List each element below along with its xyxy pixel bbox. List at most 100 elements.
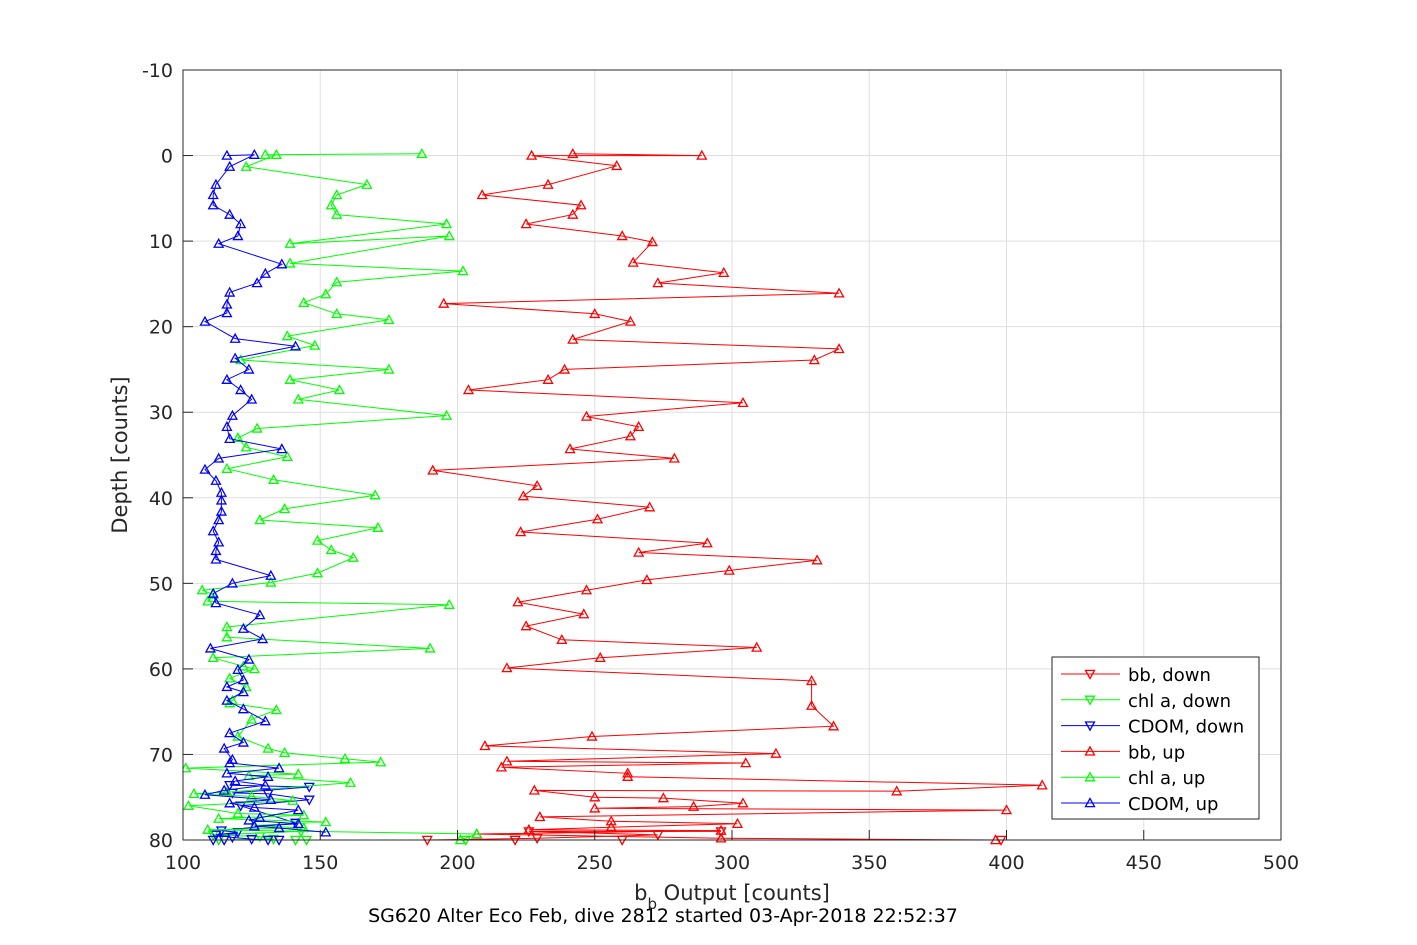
data-point: [213, 536, 225, 547]
legend-label: chl a, down: [1128, 691, 1231, 712]
x-tick-label: 350: [851, 852, 887, 874]
data-point: [213, 812, 225, 823]
x-tick-label: 250: [577, 852, 613, 874]
data-point: [589, 791, 601, 802]
data-point: [331, 208, 343, 219]
data-point: [224, 780, 236, 792]
data-point: [605, 821, 617, 832]
data-point: [235, 384, 247, 395]
data-point: [215, 505, 228, 516]
data-point: [226, 694, 239, 705]
data-point: [221, 694, 233, 705]
data-point: [715, 832, 727, 843]
data-point: [232, 663, 244, 674]
data-point: [331, 307, 343, 319]
data-point: [462, 384, 475, 395]
data-point: [199, 788, 211, 799]
data-point: [589, 802, 601, 813]
data-point: [215, 486, 228, 497]
data-point: [232, 730, 244, 741]
data-point: [443, 230, 455, 241]
data-point: [517, 490, 529, 501]
data-point: [589, 307, 601, 319]
data-point: [523, 823, 535, 834]
data-point: [520, 218, 532, 229]
data-point: [221, 621, 233, 632]
data-point: [311, 534, 324, 545]
data-point: [375, 756, 387, 767]
data-point: [339, 752, 351, 763]
y-tick-label: 20: [149, 317, 173, 339]
y-tick-label: -10: [142, 60, 173, 82]
data-point: [210, 553, 222, 564]
data-point: [226, 577, 239, 588]
data-point: [221, 786, 233, 797]
data-point: [361, 178, 373, 189]
data-point: [213, 452, 225, 463]
data-point: [224, 797, 236, 808]
legend-marker: [1084, 695, 1096, 706]
data-point: [580, 584, 593, 595]
legend-marker: [1084, 797, 1096, 808]
data-point: [248, 663, 260, 674]
axis-ticks: [182, 69, 1282, 841]
data-point: [501, 662, 513, 673]
data-point: [278, 503, 291, 514]
data-point: [564, 443, 576, 454]
data-point: [298, 809, 310, 820]
data-point: [737, 396, 749, 408]
legend-label: CDOM, down: [1128, 717, 1244, 738]
data-point: [331, 276, 343, 287]
data-point: [210, 830, 222, 841]
data-point: [235, 218, 247, 229]
legend: bb, down chl a, down CDOM, down bb, up chl a…: [1051, 656, 1260, 820]
data-point: [221, 420, 233, 432]
data-point: [221, 307, 233, 318]
x-tick-label: 150: [302, 852, 338, 874]
data-point: [265, 569, 277, 580]
data-point: [199, 315, 211, 326]
data-point: [542, 373, 554, 384]
data-point: [383, 363, 395, 374]
data-point: [567, 148, 579, 159]
data-point: [311, 567, 324, 578]
data-point: [534, 811, 546, 822]
data-point: [440, 409, 453, 420]
axis-tick-labels: 100 150 200 250 300 350 400 450 500 -10 0 10 20 30 40 5…: [142, 60, 1299, 874]
data-point: [262, 742, 274, 753]
data-point: [237, 736, 249, 747]
data-point: [440, 218, 453, 229]
legend-label: bb, down: [1128, 665, 1211, 686]
y-tick-label: 30: [149, 402, 173, 424]
data-point: [443, 598, 455, 609]
data-point: [259, 715, 271, 726]
data-point: [292, 817, 304, 828]
data-point: [578, 608, 590, 619]
data-point: [624, 315, 637, 326]
data-point: [267, 473, 280, 485]
data-point: [512, 596, 524, 607]
data-point: [476, 189, 488, 200]
data-point: [284, 373, 296, 384]
data-point: [210, 474, 222, 485]
data-point: [251, 422, 263, 433]
data-point: [259, 779, 271, 790]
data-point: [224, 727, 236, 738]
data-point: [237, 703, 249, 714]
data-point: [240, 441, 252, 452]
data-point: [416, 148, 428, 159]
data-point: [207, 525, 219, 536]
y-tick-label: 80: [149, 830, 173, 852]
x-tick-label: 450: [1126, 852, 1162, 874]
data-point: [811, 554, 823, 565]
data-point: [624, 430, 637, 441]
data-point: [224, 672, 236, 683]
data-point: [207, 199, 219, 210]
data-point: [531, 479, 543, 491]
data-point: [183, 799, 195, 811]
series-line: [203, 154, 326, 833]
data-point: [254, 811, 266, 823]
data-point: [224, 208, 236, 219]
data-point: [246, 713, 258, 724]
